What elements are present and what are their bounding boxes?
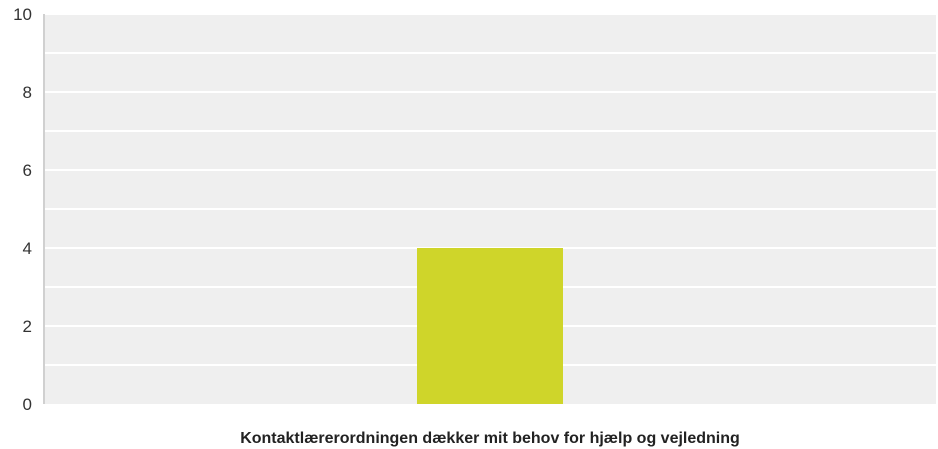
bars [417,248,563,404]
x-category-label: Kontaktlærerordningen dækker mit behov f… [240,430,740,447]
y-tick-label: 0 [23,395,32,414]
y-axis-ticks: 0 2 4 6 8 10 [13,5,32,414]
y-tick-label: 8 [23,83,32,102]
y-tick-label: 2 [23,317,32,336]
bar [417,248,563,404]
y-tick-label: 4 [23,239,32,258]
y-tick-label: 10 [13,5,32,24]
y-tick-label: 6 [23,161,32,180]
